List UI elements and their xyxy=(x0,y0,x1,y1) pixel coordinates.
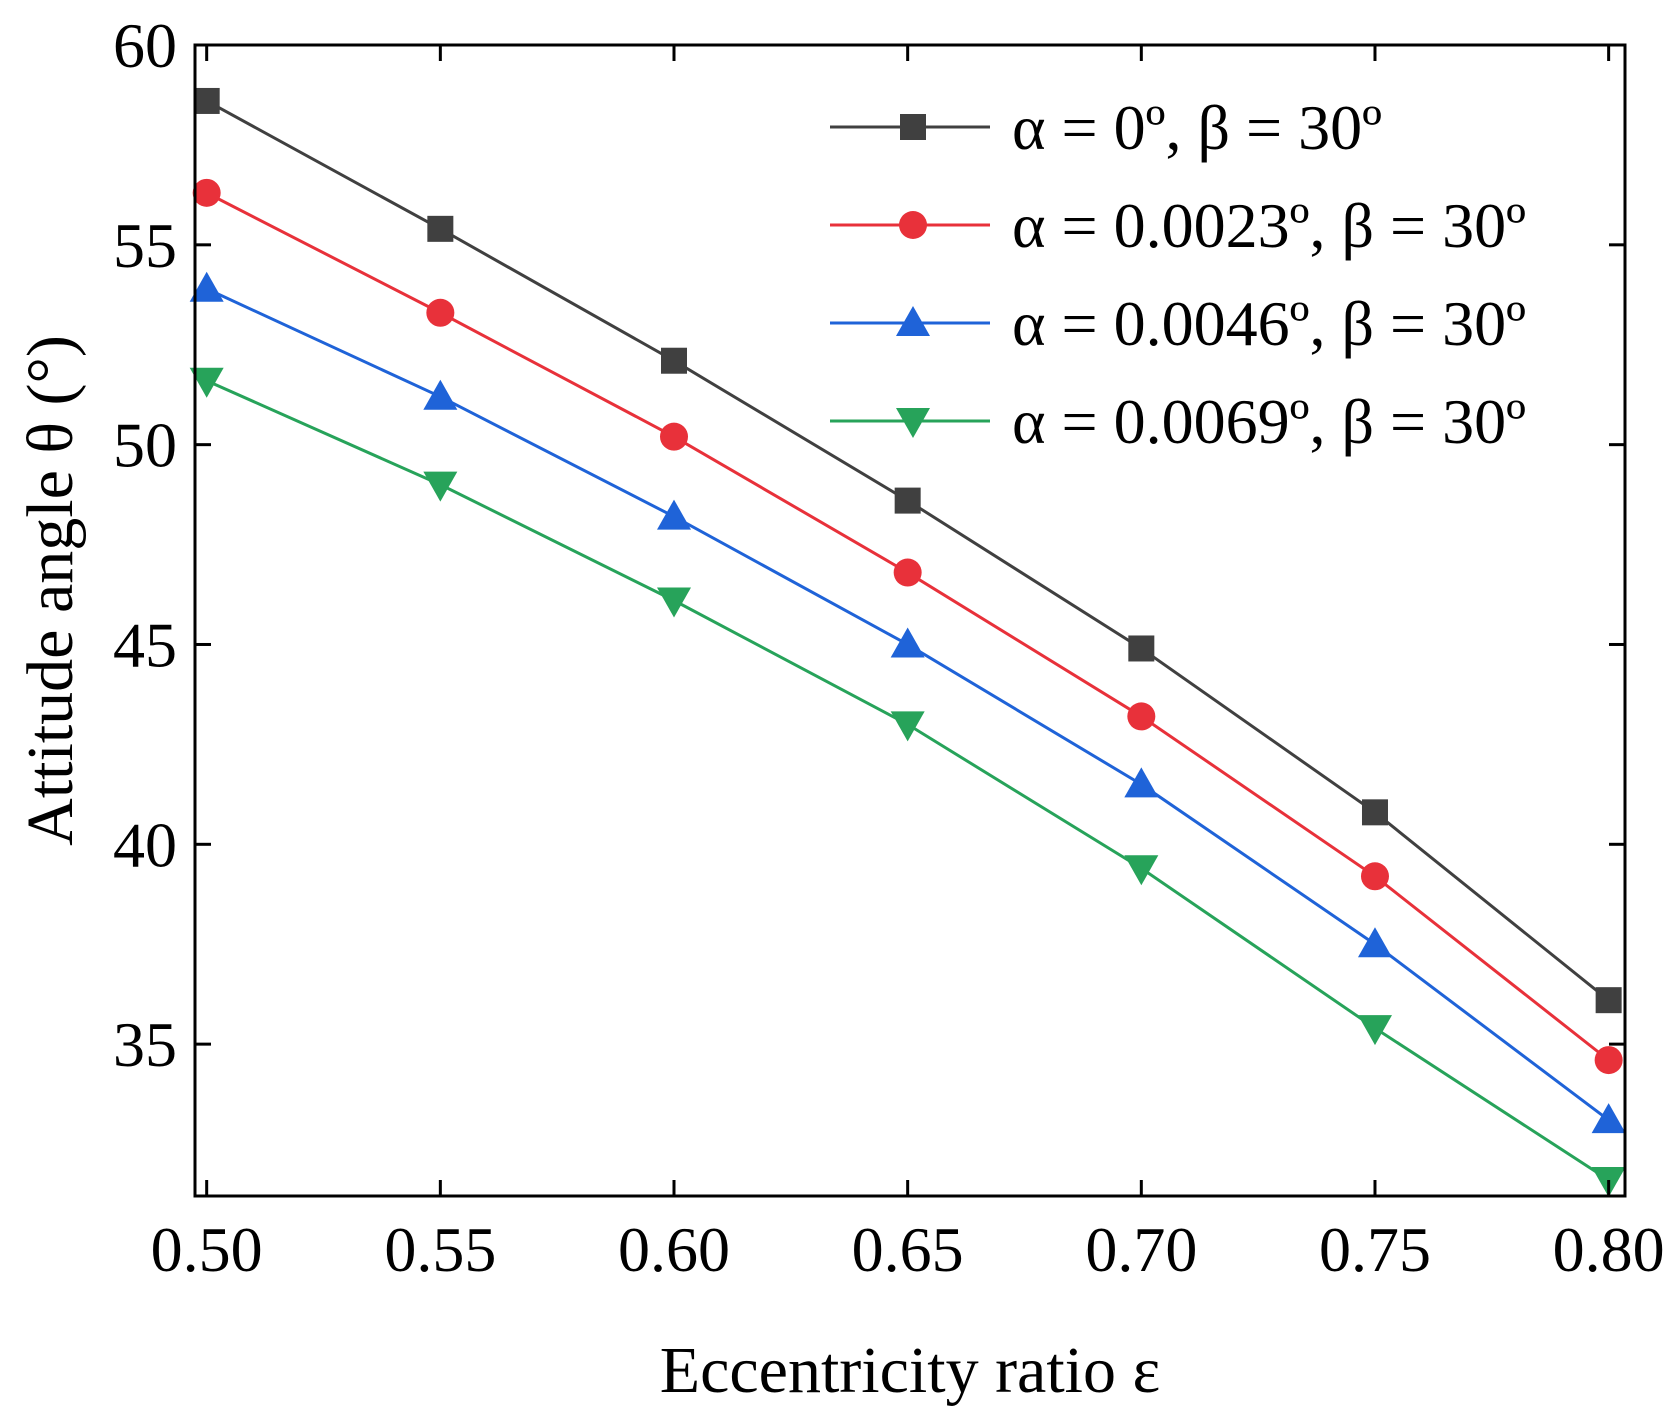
series-3-point xyxy=(1591,1103,1626,1134)
y-tick-label: 55 xyxy=(113,210,177,281)
x-tick-label: 0.60 xyxy=(618,1214,730,1285)
series-3-point xyxy=(423,379,458,410)
series-1-point xyxy=(1128,635,1155,662)
x-tick-label: 0.75 xyxy=(1319,1214,1431,1285)
series-1-point xyxy=(427,215,454,242)
series-3-point xyxy=(890,627,925,658)
series-2-point xyxy=(426,298,455,327)
plot-frame xyxy=(193,43,1627,1198)
series-4-point xyxy=(1357,1015,1392,1046)
x-tick-label: 0.65 xyxy=(852,1214,964,1285)
x-tick-label: 0.50 xyxy=(151,1214,263,1285)
legend-marker-3 xyxy=(896,306,930,336)
y-tick-label: 45 xyxy=(113,609,177,680)
x-tick-label: 0.80 xyxy=(1553,1214,1665,1285)
x-axis-title: Eccentricity ratio ε xyxy=(660,1334,1160,1407)
legend-label-1: α = 0º, β = 30º xyxy=(1012,92,1382,163)
series-4-point xyxy=(189,367,224,398)
series-3-point xyxy=(189,271,224,302)
y-tick-label: 60 xyxy=(113,10,177,81)
series-2-point xyxy=(893,558,922,587)
legend-label-2: α = 0.0023º, β = 30º xyxy=(1012,190,1526,261)
legend-marker-1 xyxy=(900,114,926,140)
x-tick-label: 0.70 xyxy=(1085,1214,1197,1285)
x-tick-label: 0.55 xyxy=(384,1214,496,1285)
series-2-point xyxy=(1594,1046,1623,1075)
series-1-point xyxy=(1595,987,1622,1014)
y-tick-label: 40 xyxy=(113,809,177,880)
series-2-point xyxy=(1127,702,1156,731)
series-3-point xyxy=(1357,927,1392,958)
y-axis-title: Attitude angle θ (°) xyxy=(14,335,87,846)
legend-marker-2 xyxy=(899,211,927,239)
legend-label-3: α = 0.0046º, β = 30º xyxy=(1012,288,1526,359)
series-3-point xyxy=(657,499,692,530)
series-1-point xyxy=(894,487,921,514)
series-1-point xyxy=(193,87,220,114)
y-tick-label: 50 xyxy=(113,410,177,481)
series-1-point xyxy=(661,347,688,374)
series-4-point xyxy=(657,587,692,618)
series-1-point xyxy=(1361,799,1388,826)
series-4-point xyxy=(1124,855,1159,886)
series-2-point xyxy=(660,422,689,451)
series-3-point xyxy=(1124,767,1159,798)
series-2-point xyxy=(192,178,221,207)
legend-label-4: α = 0.0069º, β = 30º xyxy=(1012,386,1526,457)
series-2-point xyxy=(1360,862,1389,891)
legend-marker-4 xyxy=(896,408,930,438)
y-tick-label: 35 xyxy=(113,1009,177,1080)
series-4-point xyxy=(890,711,925,742)
series-4-point xyxy=(423,471,458,502)
